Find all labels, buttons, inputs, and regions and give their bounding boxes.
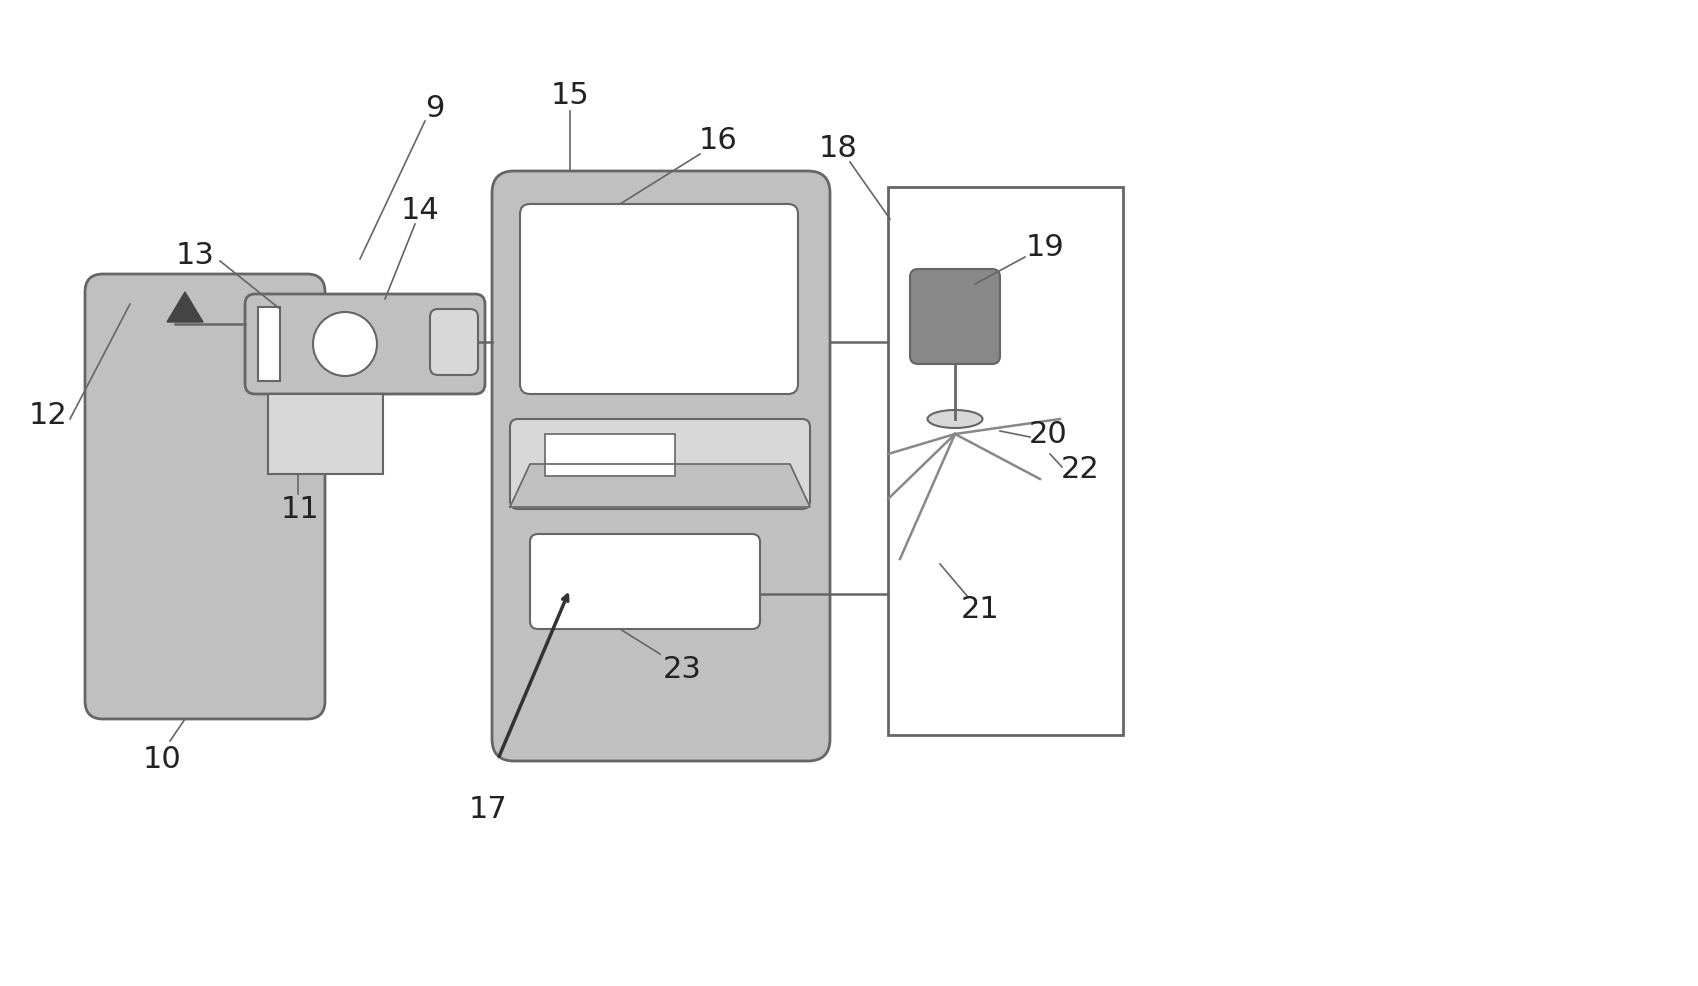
- Text: 23: 23: [662, 655, 701, 684]
- Text: 14: 14: [401, 195, 440, 224]
- Bar: [888, 187, 1122, 736]
- Text: 21: 21: [959, 595, 998, 624]
- Text: 17: 17: [469, 795, 508, 823]
- Bar: [545, 435, 674, 476]
- Text: 12: 12: [29, 400, 68, 429]
- Text: 22: 22: [1060, 455, 1099, 484]
- FancyBboxPatch shape: [530, 534, 759, 629]
- Text: 16: 16: [698, 125, 737, 155]
- Text: 15: 15: [550, 81, 589, 109]
- Text: 20: 20: [1027, 420, 1066, 449]
- FancyBboxPatch shape: [520, 205, 798, 394]
- Text: 19: 19: [1026, 234, 1063, 262]
- FancyBboxPatch shape: [492, 172, 830, 761]
- FancyBboxPatch shape: [430, 310, 477, 376]
- FancyBboxPatch shape: [245, 295, 484, 394]
- Bar: [258, 308, 280, 382]
- FancyBboxPatch shape: [509, 420, 810, 510]
- FancyBboxPatch shape: [910, 270, 1000, 365]
- Bar: [268, 394, 382, 474]
- Text: 13: 13: [175, 241, 214, 269]
- Text: 9: 9: [424, 94, 445, 122]
- Circle shape: [312, 313, 377, 377]
- Ellipse shape: [927, 410, 981, 429]
- Text: 10: 10: [143, 744, 182, 774]
- FancyBboxPatch shape: [85, 275, 324, 719]
- Text: 18: 18: [818, 133, 857, 163]
- Polygon shape: [509, 464, 810, 508]
- Text: 11: 11: [280, 495, 319, 524]
- Polygon shape: [166, 293, 202, 322]
